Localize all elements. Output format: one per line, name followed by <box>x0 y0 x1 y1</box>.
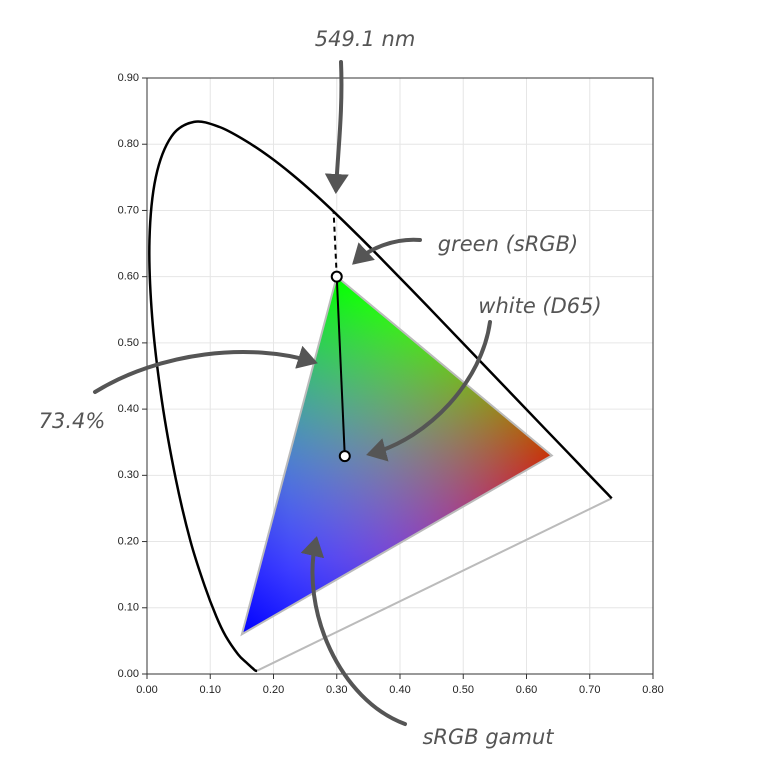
x-tick-label: 0.10 <box>200 684 221 696</box>
arrow <box>300 536 407 726</box>
purity-line <box>335 276 346 457</box>
annotation: 549.1 nm <box>315 27 416 51</box>
dominant-wavelength-line <box>332 211 338 277</box>
annotation: 73.4% <box>39 409 106 433</box>
x-tick-label: 0.70 <box>579 684 600 696</box>
annotation: sRGB gamut <box>422 725 554 749</box>
x-tick-label: 0.40 <box>389 684 410 696</box>
x-tick-label: 0.50 <box>453 684 474 696</box>
x-tick-label: 0.60 <box>516 684 537 696</box>
y-tick-label: 0.80 <box>118 138 139 150</box>
arrow <box>352 237 422 265</box>
white-point <box>338 450 351 463</box>
y-tick-label: 0.00 <box>118 668 139 680</box>
y-tick-label: 0.70 <box>118 204 139 216</box>
spectral-locus <box>148 120 613 673</box>
y-tick-label: 0.10 <box>118 602 139 614</box>
green-primary <box>330 270 343 283</box>
gamut-triangle <box>240 274 554 637</box>
purple-line <box>256 497 613 672</box>
y-tick-label: 0.50 <box>118 337 139 349</box>
arrow <box>324 60 349 194</box>
arrow <box>366 320 492 462</box>
x-tick-label: 0.80 <box>642 684 663 696</box>
y-tick-label: 0.90 <box>118 72 139 84</box>
annotation: white (D65) <box>478 294 601 318</box>
x-tick-label: 0.00 <box>136 684 157 696</box>
x-tick-label: 0.30 <box>326 684 347 696</box>
arrow <box>93 345 318 394</box>
y-tick-label: 0.40 <box>118 403 139 415</box>
y-tick-label: 0.30 <box>118 469 139 481</box>
annotation: green (sRGB) <box>438 232 578 256</box>
y-tick-label: 0.60 <box>118 271 139 283</box>
x-tick-label: 0.20 <box>263 684 284 696</box>
y-tick-label: 0.20 <box>118 535 139 547</box>
